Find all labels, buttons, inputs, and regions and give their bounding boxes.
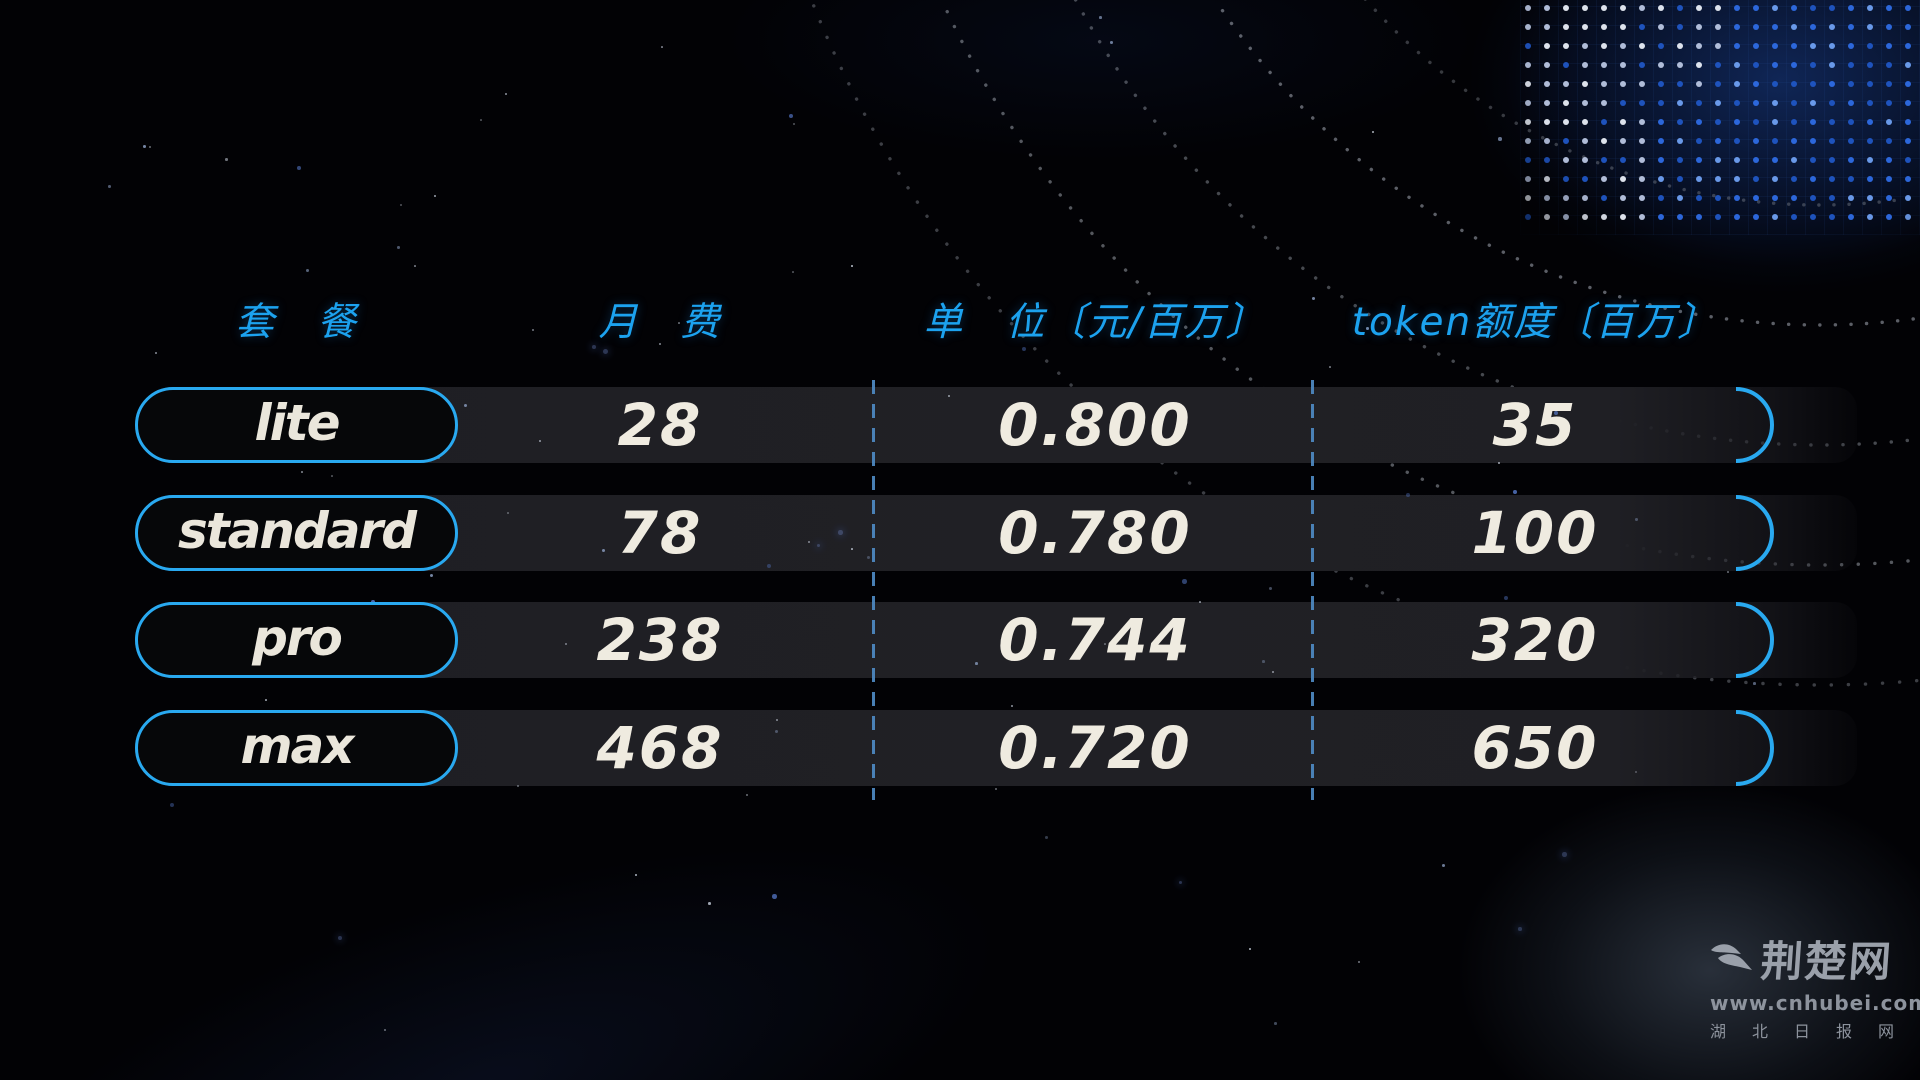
cell-monthly-fee: 238 [596, 606, 724, 674]
plan-label: pro [252, 609, 343, 667]
cell-unit-price: 0.744 [998, 606, 1192, 674]
watermark-logo-text: 荆楚网 [1759, 937, 1895, 986]
column-header-unit-price: 单 位〔元/百万〕 [923, 300, 1267, 345]
cell-token-quota: 650 [1471, 714, 1599, 782]
plan-label: lite [254, 394, 340, 452]
plan-pill-lite[interactable]: lite [135, 387, 458, 463]
cell-token-quota: 100 [1471, 499, 1599, 567]
table-row-standard: standard 78 0.780 100 [0, 495, 1920, 571]
cell-unit-price: 0.800 [998, 391, 1192, 459]
cell-monthly-fee: 468 [596, 714, 724, 782]
cell-unit-price: 0.720 [998, 714, 1192, 782]
watermark-subtitle: 湖北日报网 [1710, 1022, 1920, 1041]
column-header-monthly-fee: 月 费 [598, 300, 722, 345]
table-row-lite: lite 28 0.800 35 [0, 387, 1920, 463]
plan-pill-max[interactable]: max [135, 710, 458, 786]
column-separator-dashed-line [872, 380, 875, 800]
cell-token-quota: 320 [1471, 606, 1599, 674]
plan-pill-pro[interactable]: pro [135, 602, 458, 678]
watermark-url: www.cnhubei.com [1710, 991, 1920, 1015]
cnhubei-swoosh-icon [1711, 943, 1752, 970]
plan-label: standard [178, 502, 417, 560]
watermark-logo-row: 荆楚网 [1710, 928, 1900, 989]
plan-pill-standard[interactable]: standard [135, 495, 458, 571]
cell-unit-price: 0.780 [998, 499, 1192, 567]
grid-lines-decoration [1520, 0, 1920, 235]
watermark: 荆楚网 www.cnhubei.com 湖北日报网 [1710, 928, 1920, 1042]
column-separator-dashed-line [1311, 380, 1314, 800]
table-row-pro: pro 238 0.744 320 [0, 602, 1920, 678]
table-row-max: max 468 0.720 650 [0, 710, 1920, 786]
cell-monthly-fee: 28 [617, 391, 703, 459]
cell-monthly-fee: 78 [617, 499, 703, 567]
cell-token-quota: 35 [1492, 391, 1578, 459]
column-header-token-quota: token额度〔百万〕 [1351, 300, 1719, 345]
plan-label: max [240, 717, 354, 775]
bottom-left-glow-decoration [0, 612, 1284, 1080]
column-header-plan: 套 餐 [234, 300, 358, 345]
